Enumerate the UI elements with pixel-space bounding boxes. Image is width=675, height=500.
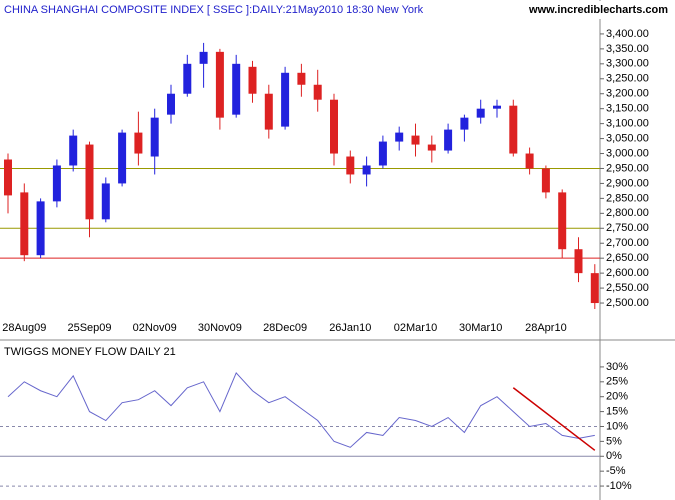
candle-body [36, 201, 45, 256]
candle-body [476, 108, 485, 118]
candle-body [264, 93, 273, 130]
y-tick-label: 2,550.00 [606, 282, 649, 294]
candle-body [20, 192, 29, 256]
y-tick-label: 10% [606, 420, 628, 432]
x-tick-label: 02Nov09 [133, 322, 177, 334]
y-tick-label: 3,350.00 [606, 43, 649, 55]
candle-body [297, 72, 306, 85]
candle-body [199, 51, 208, 64]
watermark-box [513, 1, 673, 19]
candle-body [52, 165, 61, 202]
candle-body [69, 135, 78, 166]
y-tick-label: 2,950.00 [606, 162, 649, 174]
y-tick-label: -5% [606, 465, 626, 477]
candle-body [395, 132, 404, 142]
candle-body [509, 105, 518, 154]
x-tick-label: 25Sep09 [67, 322, 111, 334]
y-tick-label: 2,500.00 [606, 297, 649, 309]
x-tick-label: 28Aug09 [2, 322, 46, 334]
y-tick-label: 2,750.00 [606, 222, 649, 234]
y-tick-label: 3,400.00 [606, 28, 649, 40]
y-tick-label: 2,700.00 [606, 237, 649, 249]
y-tick-label: 3,050.00 [606, 132, 649, 144]
y-tick-label: 3,150.00 [606, 103, 649, 115]
x-tick-label: 02Mar10 [394, 322, 437, 334]
y-tick-label: 15% [606, 406, 628, 418]
y-tick-label: 3,300.00 [606, 58, 649, 70]
candle-body [411, 135, 420, 145]
y-tick-label: 0% [606, 450, 622, 462]
indicator-line [7, 371, 595, 448]
candle-body [330, 99, 338, 154]
candle-body [590, 273, 599, 304]
y-tick-label: 2,600.00 [606, 267, 649, 279]
candle-body [150, 117, 159, 157]
candle-body [493, 105, 501, 109]
candle-body [118, 132, 127, 184]
candle-body [248, 66, 257, 94]
candle-body [541, 168, 550, 193]
candle-body [378, 141, 387, 166]
candle-body [101, 183, 110, 220]
y-tick-label: 2,900.00 [606, 177, 649, 189]
candle-body [167, 93, 175, 115]
y-tick-label: 3,100.00 [606, 118, 649, 130]
y-tick-label: 3,200.00 [606, 88, 649, 100]
candle-body [4, 159, 12, 196]
y-tick-label: -10% [606, 480, 632, 492]
candle-body [215, 51, 224, 118]
chart-title: CHINA SHANGHAI COMPOSITE INDEX [ SSEC ]:… [4, 4, 424, 16]
candle-body [427, 144, 436, 151]
x-tick-label: 28Dec09 [263, 322, 307, 334]
y-tick-label: 3,250.00 [606, 73, 649, 85]
candle-body [232, 63, 241, 115]
candle-body [460, 117, 469, 130]
candle-body [362, 165, 371, 175]
x-tick-label: 28Apr10 [525, 322, 567, 334]
x-tick-label: 26Jan10 [329, 322, 371, 334]
x-tick-label: 30Nov09 [198, 322, 242, 334]
candle-body [574, 249, 583, 274]
y-tick-label: 2,850.00 [606, 192, 649, 204]
candle-body [313, 84, 322, 100]
y-tick-label: 3,000.00 [606, 147, 649, 159]
candle-body [183, 63, 192, 94]
candle-body [281, 72, 290, 127]
candle-body [85, 144, 94, 220]
candle-body [134, 132, 143, 154]
trendline [512, 387, 596, 451]
candle-body [444, 129, 453, 151]
y-tick-label: 2,650.00 [606, 252, 649, 264]
watermark: www.incrediblecharts.com [528, 4, 668, 16]
y-tick-label: 2,800.00 [606, 207, 649, 219]
y-tick-label: 25% [606, 376, 628, 388]
candle-body [346, 156, 355, 175]
y-tick-label: 20% [606, 391, 628, 403]
y-tick-label: 30% [606, 361, 628, 373]
x-tick-label: 30Mar10 [459, 322, 502, 334]
candle-body [558, 192, 567, 250]
candle-body [525, 153, 534, 169]
y-tick-label: 5% [606, 435, 622, 447]
indicator-title: TWIGGS MONEY FLOW DAILY 21 [4, 346, 176, 358]
